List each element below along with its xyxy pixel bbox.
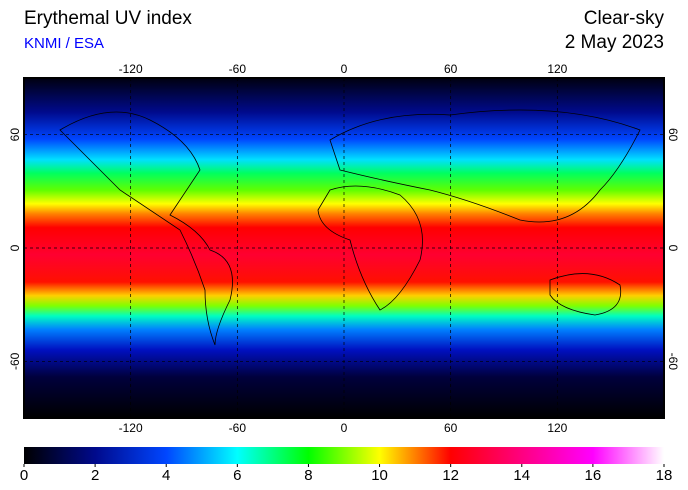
x-tick-label-bottom: -60 xyxy=(229,421,247,435)
x-tick-label-top: 60 xyxy=(444,62,458,76)
x-tick-label-top: -120 xyxy=(119,62,143,76)
y-tick-label-left: 60 xyxy=(8,128,22,142)
colorbar-tick-label: 12 xyxy=(442,467,459,484)
y-tick-label-left: -60 xyxy=(8,352,22,370)
colorbar-tick-label: 18 xyxy=(656,467,673,484)
y-tick-label-right: 0 xyxy=(666,245,680,252)
x-tick-label-bottom: 0 xyxy=(341,421,348,435)
y-tick-label-right: 60 xyxy=(666,128,680,142)
y-tick-label-left: 0 xyxy=(8,244,22,251)
colorbar-tick-label: 6 xyxy=(233,467,241,484)
colorbar xyxy=(24,447,664,464)
x-tick-label-top: 0 xyxy=(341,62,348,76)
x-tick-label-bottom: 60 xyxy=(444,421,458,435)
colorbar-tick-label: 10 xyxy=(371,467,388,484)
colorbar-tick-label: 14 xyxy=(513,467,530,484)
condition: Clear-sky xyxy=(584,8,665,29)
colorbar-tick-label: 8 xyxy=(304,467,312,484)
colorbar-tick-label: 2 xyxy=(91,467,99,484)
x-tick-label-bottom: -120 xyxy=(119,421,143,435)
date: 2 May 2023 xyxy=(565,32,664,53)
coastlines xyxy=(59,109,641,346)
x-tick-label-bottom: 120 xyxy=(547,421,567,435)
colorbar-tick-label: 4 xyxy=(162,467,170,484)
x-tick-label-top: -60 xyxy=(229,62,247,76)
title: Erythemal UV index xyxy=(24,8,192,29)
y-tick-label-right: -60 xyxy=(666,353,680,371)
credit: KNMI / ESA xyxy=(24,35,104,52)
x-tick-label-top: 120 xyxy=(547,62,567,76)
colorbar-tick-label: 16 xyxy=(585,467,602,484)
colorbar-tick-label: 0 xyxy=(20,467,28,484)
